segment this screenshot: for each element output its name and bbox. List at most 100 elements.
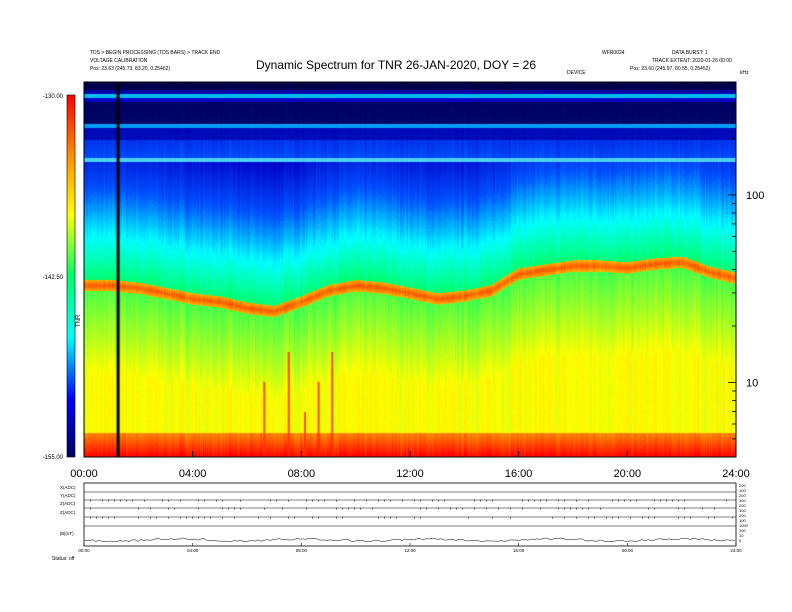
bottom-dot xyxy=(354,500,355,502)
bottom-dot xyxy=(492,517,493,519)
colorbar xyxy=(66,94,76,458)
bottom-dot xyxy=(654,517,655,519)
bottom-dot xyxy=(108,500,109,502)
bottom-right-tick: 100 xyxy=(739,498,746,503)
x-tick-label: 04:00 xyxy=(179,468,207,480)
bottom-dot xyxy=(486,508,487,510)
bottom-dot xyxy=(168,517,169,519)
bottom-dot xyxy=(96,517,97,519)
bottom-dot xyxy=(654,508,655,510)
bottom-dot xyxy=(318,517,319,519)
bottom-dot xyxy=(420,517,421,519)
bottom-dot xyxy=(582,508,583,510)
bottom-dot xyxy=(420,500,421,502)
bottom-dot xyxy=(414,517,415,519)
bottom-dot xyxy=(486,500,487,502)
bottom-dot xyxy=(612,500,613,502)
bottom-right-tick: 100 xyxy=(739,518,746,523)
chart-title: Dynamic Spectrum for TNR 26-JAN-2020, DO… xyxy=(256,58,536,72)
bottom-dot xyxy=(528,500,529,502)
bottom-dot xyxy=(348,508,349,510)
bottom-dot xyxy=(192,517,193,519)
bottom-right-tick: 100 xyxy=(739,488,746,493)
bottom-footer-label: Status: off xyxy=(52,556,75,562)
bottom-dot xyxy=(198,517,199,519)
y-axis: 10 100 xyxy=(728,81,764,458)
header-left-line-3: Pos: 23.63 (245.73, 83.20, 0.25462) xyxy=(90,66,171,72)
bottom-dot xyxy=(384,500,385,502)
bottom-dot xyxy=(492,500,493,502)
bottom-dot xyxy=(180,517,181,519)
bottom-dot xyxy=(318,500,319,502)
bottom-dot xyxy=(378,500,379,502)
x-axis: 00:00 04:00 08:00 12:00 16:00 20:00 24:00 xyxy=(70,451,750,480)
bottom-dot xyxy=(342,517,343,519)
bottom-dot xyxy=(258,517,259,519)
colorbar-tick-mid: -142.50 xyxy=(43,275,64,281)
bottom-dot xyxy=(654,500,655,502)
bottom-dot xyxy=(306,500,307,502)
bottom-dot xyxy=(510,517,511,519)
bottom-dot xyxy=(570,508,571,510)
bottom-dot xyxy=(198,500,199,502)
bottom-dot xyxy=(732,517,733,519)
bottom-right-tick: 200 xyxy=(739,513,746,518)
colorbar-tick-min: -155.00 xyxy=(43,455,64,461)
bottom-dot xyxy=(234,508,235,510)
x-tick-label: 20:00 xyxy=(614,468,642,480)
bottom-dot xyxy=(396,517,397,519)
bottom-dot xyxy=(108,517,109,519)
bottom-dot xyxy=(138,517,139,519)
bottom-x-tick-label: 00:00 xyxy=(78,548,90,553)
bottom-dot xyxy=(282,508,283,510)
bottom-dot xyxy=(642,517,643,519)
bottom-dot xyxy=(588,517,589,519)
bottom-dot xyxy=(342,508,343,510)
bottom-row-label: |B|(nT) xyxy=(60,531,74,536)
bottom-right-tick: 200 xyxy=(739,493,746,498)
bottom-dot xyxy=(384,517,385,519)
header-center-small: DEVICE xyxy=(567,70,586,76)
bottom-right-tick: 200 xyxy=(739,503,746,508)
header-corner-small: kHz xyxy=(740,70,749,76)
bottom-dot xyxy=(156,517,157,519)
bottom-dot xyxy=(546,500,547,502)
bottom-dot xyxy=(114,500,115,502)
bottom-dot xyxy=(336,500,337,502)
bottom-dot xyxy=(600,508,601,510)
bottom-dot xyxy=(708,517,709,519)
bottom-dot xyxy=(198,508,199,510)
bottom-dot xyxy=(522,500,523,502)
bottom-dot xyxy=(522,508,523,510)
bottom-dot xyxy=(390,500,391,502)
header-right-line-2: TRACK EXTENT: 2020-01-26 00:00 xyxy=(652,58,732,64)
bottom-dot xyxy=(240,500,241,502)
bottom-dot xyxy=(474,508,475,510)
bottom-dot xyxy=(648,508,649,510)
y-tick-label: 100 xyxy=(746,190,764,202)
bottom-dot xyxy=(222,517,223,519)
bottom-dot xyxy=(228,508,229,510)
bottom-dot xyxy=(204,500,205,502)
bottom-dot xyxy=(426,508,427,510)
bottom-dot xyxy=(576,508,577,510)
bottom-dot xyxy=(270,500,271,502)
bottom-right-tick: 100 xyxy=(739,528,746,533)
y-tick-label: 10 xyxy=(746,377,758,389)
bottom-dot xyxy=(630,517,631,519)
bottom-dot xyxy=(636,500,637,502)
bottom-dot xyxy=(222,500,223,502)
bottom-dot xyxy=(432,500,433,502)
bottom-dot xyxy=(414,500,415,502)
bottom-dot xyxy=(618,517,619,519)
bottom-dot xyxy=(90,500,91,502)
bottom-dot xyxy=(480,500,481,502)
header-left-line-2: VOLTAGE CALIBRATION xyxy=(90,58,148,64)
bottom-dot xyxy=(162,500,163,502)
bottom-dot xyxy=(678,517,679,519)
header-right-line-1: DATA BURST: 1 xyxy=(672,50,708,56)
bottom-dot xyxy=(558,508,559,510)
bottom-dot xyxy=(102,500,103,502)
bottom-dot xyxy=(132,500,133,502)
